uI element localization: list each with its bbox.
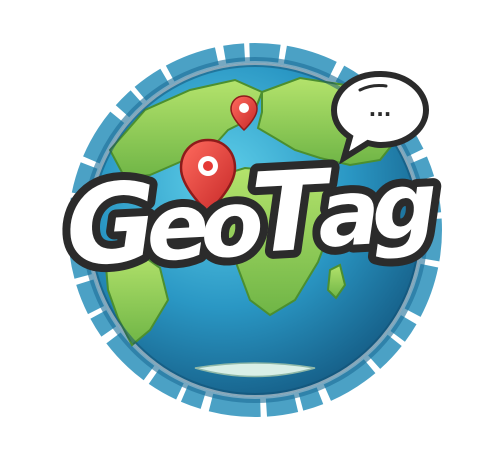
land-africa: [196, 166, 334, 317]
land-madagascar: [326, 263, 347, 300]
wordmark-letter-G-outline: G: [63, 158, 160, 291]
land-south-america: [103, 248, 170, 347]
wordmark-letter-a: a: [315, 158, 383, 268]
wordmark-letter-o: o: [197, 169, 266, 279]
wordmark-letter-a-outline: a: [315, 158, 383, 268]
brush-ring: [68, 43, 442, 417]
wordmark-letter-o-outline: o: [197, 169, 266, 279]
wordmark-letter-G: G: [63, 158, 160, 291]
wordmark: G e o T a g G e o T a g: [55, 138, 448, 299]
map-pin-icon: [230, 95, 258, 132]
map-pin-icon: [179, 138, 237, 214]
speech-bubble-icon: ...: [330, 70, 430, 165]
globe-icon: [88, 63, 422, 397]
wordmark-letter-e-outline: e: [144, 172, 212, 282]
speech-bubble-text: ...: [369, 97, 392, 121]
wordmark-letter-g: g: [369, 151, 440, 261]
wordmark-letter-g-outline: g: [369, 151, 440, 261]
land-antarctica: [194, 362, 316, 378]
wordmark-letter-e: e: [144, 172, 212, 282]
wordmark-letter-T: T: [248, 146, 338, 278]
